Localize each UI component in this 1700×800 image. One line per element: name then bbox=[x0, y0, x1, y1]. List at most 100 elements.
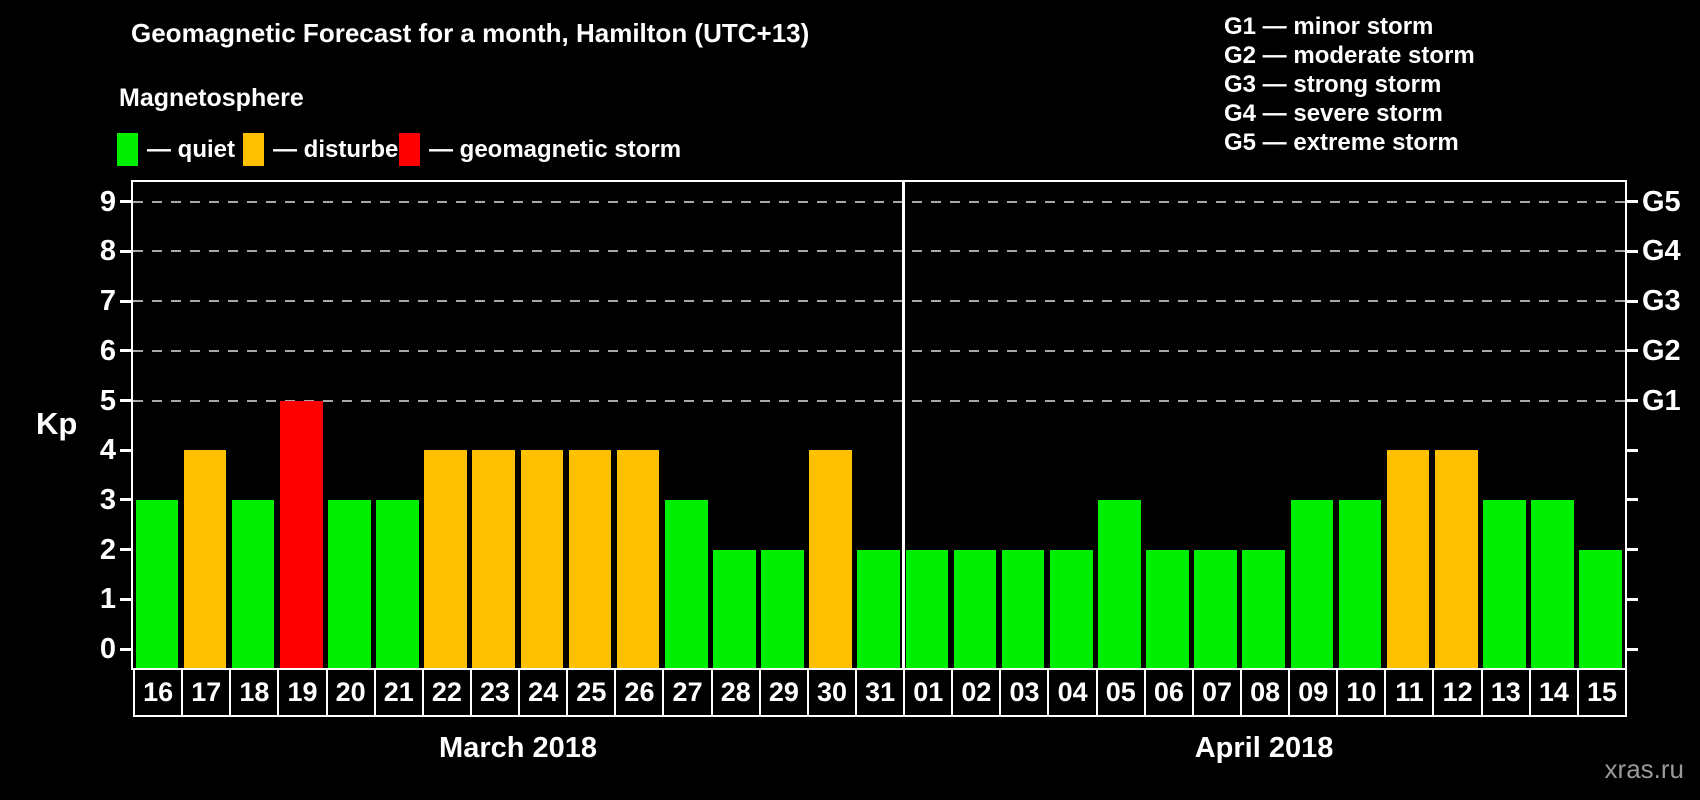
day-box-16: 16 bbox=[133, 668, 184, 717]
kp-bar-march-19 bbox=[279, 400, 323, 668]
y-axis-label: 4 bbox=[99, 434, 116, 467]
y-axis-tick-right bbox=[1625, 349, 1638, 353]
kp-bar-april-01 bbox=[905, 549, 949, 668]
kp-bar-april-12 bbox=[1434, 450, 1478, 668]
day-box-21: 21 bbox=[373, 668, 424, 717]
kp-bar-april-11 bbox=[1386, 450, 1430, 668]
month-label-1: April 2018 bbox=[1194, 732, 1334, 764]
kp-bar-march-20 bbox=[328, 499, 371, 668]
y-axis-label: 6 bbox=[99, 334, 116, 367]
day-box-13: 13 bbox=[1480, 668, 1531, 717]
day-box-09: 09 bbox=[1288, 668, 1339, 717]
day-box-17: 17 bbox=[181, 668, 232, 717]
kp-bar-march-24 bbox=[520, 450, 564, 668]
g-axis-label-g3: G3 bbox=[1642, 285, 1681, 318]
y-axis-tick-right bbox=[1625, 448, 1638, 452]
kp-bar-march-25 bbox=[568, 450, 612, 668]
watermark: xras.ru bbox=[1604, 754, 1684, 784]
y-axis-label: 8 bbox=[99, 235, 116, 268]
y-axis-tick-left bbox=[120, 597, 133, 601]
y-axis-tick-left bbox=[120, 647, 133, 651]
kp-bar-march-21 bbox=[376, 499, 419, 668]
day-box-14: 14 bbox=[1528, 668, 1580, 717]
g-axis-label-g4: G4 bbox=[1642, 235, 1681, 268]
legend-swatch-disturbed bbox=[243, 133, 264, 166]
day-box-20: 20 bbox=[325, 668, 376, 717]
g-axis-label-g2: G2 bbox=[1642, 334, 1681, 367]
gridline bbox=[133, 250, 1625, 253]
kp-bar-april-14 bbox=[1531, 499, 1574, 668]
y-axis-label: 0 bbox=[99, 633, 116, 665]
g-legend-line-g1: G1 — minor storm bbox=[1224, 13, 1434, 40]
kp-bar-march-29 bbox=[761, 549, 804, 668]
kp-bar-march-17 bbox=[183, 450, 227, 668]
day-box-31: 31 bbox=[854, 668, 906, 717]
day-box-04: 04 bbox=[1047, 668, 1098, 717]
legend-label-storm: — geomagnetic storm bbox=[429, 136, 682, 163]
legend-swatch-quiet bbox=[117, 133, 138, 166]
kp-bar-april-04 bbox=[1049, 549, 1093, 668]
kp-bar-april-10 bbox=[1338, 499, 1382, 668]
y-axis-tick-right bbox=[1625, 399, 1638, 402]
y-axis-tick-right bbox=[1625, 498, 1638, 502]
kp-bar-april-05 bbox=[1098, 499, 1141, 668]
y-axis-tick-left bbox=[120, 200, 133, 204]
legend-label-disturbed: — disturbed bbox=[273, 136, 414, 163]
kp-bar-march-23 bbox=[472, 450, 516, 668]
kp-bar-march-22 bbox=[424, 450, 467, 668]
y-axis-tick-right bbox=[1625, 647, 1638, 651]
day-box-08: 08 bbox=[1239, 668, 1291, 717]
gridline bbox=[133, 200, 1625, 203]
day-box-05: 05 bbox=[1095, 668, 1146, 717]
magnetosphere-label: Magnetosphere bbox=[119, 84, 304, 112]
day-box-26: 26 bbox=[614, 668, 665, 717]
kp-bar-march-27 bbox=[664, 499, 708, 668]
day-box-12: 12 bbox=[1432, 668, 1483, 717]
kp-bar-april-09 bbox=[1290, 499, 1334, 668]
g-axis-label-g5: G5 bbox=[1642, 185, 1681, 218]
kp-bar-march-16 bbox=[135, 499, 179, 668]
y-axis-tick-right bbox=[1625, 548, 1638, 552]
gridline bbox=[133, 399, 1625, 402]
y-axis-tick-right bbox=[1625, 299, 1638, 303]
day-box-29: 29 bbox=[758, 668, 809, 717]
y-axis-tick-left bbox=[120, 249, 133, 253]
day-box-30: 30 bbox=[806, 668, 858, 717]
y-axis-tick-left bbox=[120, 448, 133, 452]
y-axis-tick-left bbox=[120, 349, 133, 353]
day-box-22: 22 bbox=[421, 668, 473, 717]
y-axis-tick-right bbox=[1625, 597, 1638, 601]
day-box-27: 27 bbox=[662, 668, 713, 717]
day-box-19: 19 bbox=[277, 668, 328, 717]
y-axis-tick-left bbox=[120, 548, 133, 552]
gridline bbox=[133, 300, 1625, 303]
y-axis-tick-right bbox=[1625, 249, 1638, 253]
kp-bar-april-02 bbox=[953, 549, 997, 668]
g-scale-legend: G1 — minor storm G2 — moderate storm G3 — … bbox=[1224, 12, 1475, 157]
day-box-18: 18 bbox=[229, 668, 280, 717]
y-axis-title: Kp bbox=[36, 406, 78, 441]
kp-bar-april-06 bbox=[1146, 549, 1189, 668]
month-separator-line bbox=[901, 182, 905, 668]
day-box-01: 01 bbox=[903, 668, 954, 717]
kp-bar-march-18 bbox=[231, 499, 275, 668]
day-box-10: 10 bbox=[1336, 668, 1387, 717]
day-box-03: 03 bbox=[999, 668, 1050, 717]
day-box-25: 25 bbox=[566, 668, 617, 717]
y-axis-label: 9 bbox=[99, 185, 116, 218]
kp-bar-march-31 bbox=[857, 549, 901, 668]
day-box-02: 02 bbox=[951, 668, 1002, 717]
y-axis-tick-left bbox=[120, 498, 133, 502]
day-box-06: 06 bbox=[1143, 668, 1195, 717]
day-box-11: 11 bbox=[1384, 668, 1435, 717]
kp-bar-march-30 bbox=[809, 450, 852, 668]
y-axis-tick-right bbox=[1625, 200, 1638, 204]
y-axis-label: 5 bbox=[99, 384, 116, 417]
day-box-23: 23 bbox=[469, 668, 521, 717]
y-axis-tick-left bbox=[120, 399, 133, 402]
kp-bar-march-28 bbox=[713, 549, 756, 668]
kp-bar-april-15 bbox=[1579, 549, 1622, 668]
kp-bar-april-13 bbox=[1483, 499, 1526, 668]
gridline bbox=[133, 349, 1625, 352]
